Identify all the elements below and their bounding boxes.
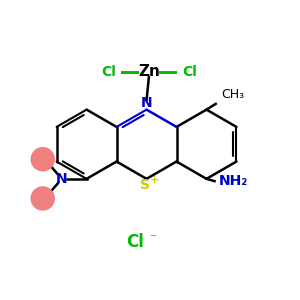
Text: ⁻: ⁻ [148, 232, 156, 246]
Text: N: N [141, 96, 152, 110]
Text: +: + [150, 175, 159, 185]
Text: Cl: Cl [182, 64, 197, 79]
Text: Zn: Zn [138, 64, 160, 79]
Circle shape [31, 148, 54, 171]
Circle shape [31, 187, 54, 210]
Text: Cl: Cl [101, 64, 116, 79]
Text: NH₂: NH₂ [218, 174, 248, 188]
Text: Cl: Cl [126, 233, 144, 251]
Text: N: N [56, 172, 67, 186]
Text: CH₃: CH₃ [221, 88, 244, 101]
Text: S: S [140, 178, 150, 192]
